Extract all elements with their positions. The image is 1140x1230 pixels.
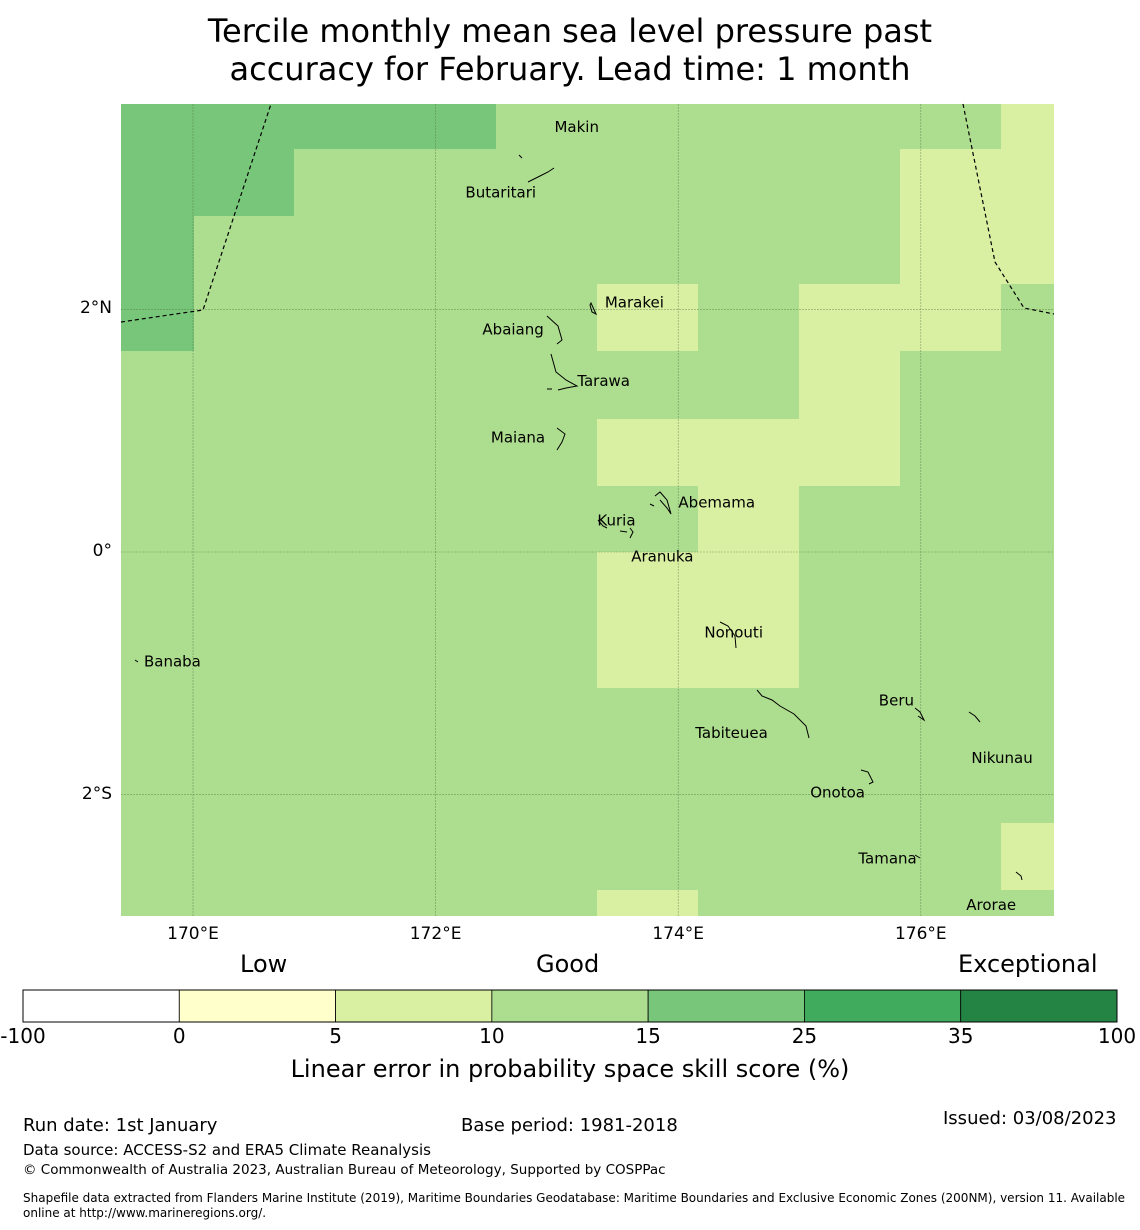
grid-cell [1001,104,1054,284]
island-outline [546,315,563,345]
shapefile-credit-line-2: online at http://www.marineregions.org/. [23,1206,267,1220]
colorbar-tick: 100 [1097,1024,1137,1048]
lon-tick-label: 172°E [409,924,462,944]
colorbar-bin [804,989,962,1023]
place-label-beru: Beru [879,691,914,709]
lat-tick-label: 0° [92,541,112,561]
grid-cell [597,284,698,351]
title-line-1: Tercile monthly mean sea level pressure … [207,12,933,50]
colorbar-bin [960,989,1118,1023]
lon-tick-label: 170°E [167,924,219,944]
run-date: Run date: 1st January [23,1115,218,1136]
base-period: Base period: 1981-2018 [461,1115,678,1136]
island-outline [619,530,628,533]
shapefile-credit-line-1: Shapefile data extracted from Flanders M… [23,1191,1126,1205]
island-outline [556,427,566,451]
grid-cell [597,419,799,486]
place-label-aranuka: Aranuka [631,547,693,565]
colorbar-bin [335,989,493,1023]
colorbar-tick: 15 [635,1024,661,1048]
place-label-tamana: Tamana [857,849,916,867]
place-label-kuria: Kuria [597,511,635,529]
grid-cell [194,104,294,216]
island-outline [1015,871,1023,881]
island-outline [134,659,139,663]
colorbar-bin [22,989,180,1023]
place-label-arorae: Arorae [966,896,1016,914]
lon-tick-label: 176°E [894,924,947,944]
island-outline [589,301,598,316]
colorbar-tick: 10 [479,1024,505,1048]
place-label-abemama: Abemama [678,493,755,511]
grid-cell [1001,823,1054,890]
chart-title: Tercile monthly mean sea level pressure … [0,12,1140,88]
copyright: © Commonwealth of Australia 2023, Austra… [23,1162,666,1178]
place-label-marakei: Marakei [605,293,664,311]
colorbar-tick: 5 [329,1024,342,1048]
eez-boundary-lines [120,103,1055,323]
grid-cell [294,104,496,149]
island-outline [550,353,579,391]
lat-lon-gridlines [121,104,1054,916]
place-labels: Makin Butaritari Marakei Abaiang Tarawa Maian… [144,118,1033,914]
island-outline [860,769,874,785]
island-outline [719,621,737,649]
grid-cell [121,104,194,351]
data-source: Data source: ACCESS-S2 and ERA5 Climate … [23,1141,431,1159]
colorbar-bin [491,989,649,1023]
colorbar-tick: 35 [947,1024,974,1048]
category-exceptional: Exceptional [958,950,1098,978]
colorbar-tick: 25 [791,1024,818,1048]
colorbar-bin [647,989,805,1023]
island-outlines [134,154,1023,881]
place-label-banaba: Banaba [144,653,201,671]
place-label-butaritari: Butaritari [465,184,536,202]
category-low: Low [240,950,288,978]
place-label-nikunau: Nikunau [971,749,1032,767]
grid-cell [799,284,900,486]
colorbar [22,989,1118,1023]
grid-cell [698,486,799,552]
category-good: Good [536,950,600,978]
issued-date: Issued: 03/08/2023 [943,1108,1117,1129]
colorbar-tick: -100 [0,1024,46,1048]
place-label-maiana: Maiana [491,428,545,446]
eez-boundary-west [120,103,272,323]
island-outline [654,491,672,515]
colorbar-title: Linear error in probability space skill … [290,1055,850,1083]
island-outline [518,154,523,159]
skill-grid-cells [121,104,1054,916]
lon-tick-label: 174°E [652,924,705,944]
grid-cell [597,552,799,688]
place-label-nonouti: Nonouti [704,624,763,642]
island-outline [597,519,608,529]
place-label-abaiang: Abaiang [482,321,543,339]
island-outline [527,167,555,183]
grid-cell [597,890,698,916]
eez-boundary-east [962,103,1055,315]
colorbar-tick: 0 [172,1024,186,1048]
island-outline [756,689,810,739]
island-outline [914,707,926,722]
island-outline [968,711,981,723]
lat-tick-label: 2°N [79,298,112,319]
island-outline [914,854,921,859]
place-label-makin: Makin [554,118,599,136]
lat-tick-label: 2°S [81,783,112,804]
place-label-tabiteuea: Tabiteuea [694,724,768,742]
island-outline [649,503,655,507]
place-label-tarawa: Tarawa [576,372,630,390]
grid-cell [900,149,1001,351]
island-outline [629,527,634,539]
title-line-2: accuracy for February. Lead time: 1 mont… [229,50,911,88]
colorbar-bin [178,989,336,1023]
cell-base [121,104,1054,916]
place-label-onotoa: Onotoa [810,783,865,801]
colorbar-frame [22,989,1118,1023]
